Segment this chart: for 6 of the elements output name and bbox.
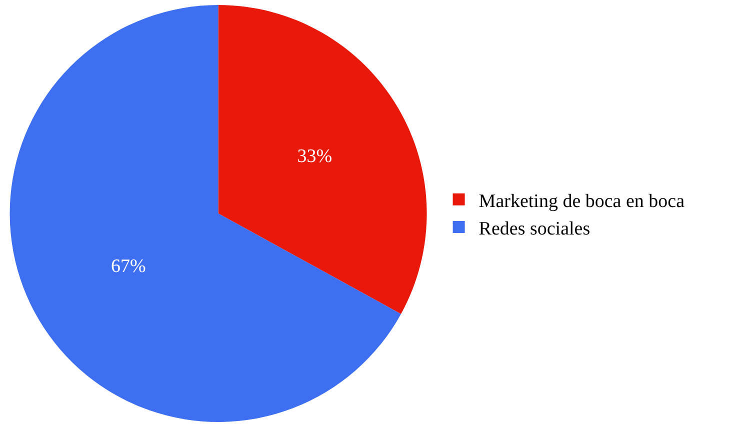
pie-slice bbox=[10, 5, 401, 422]
pie-slice bbox=[218, 5, 427, 314]
legend-label: Redes sociales bbox=[478, 218, 590, 240]
data-label: 33% bbox=[297, 146, 332, 167]
legend-label: Marketing de boca en boca bbox=[478, 190, 686, 212]
data-label: 67% bbox=[111, 256, 146, 278]
